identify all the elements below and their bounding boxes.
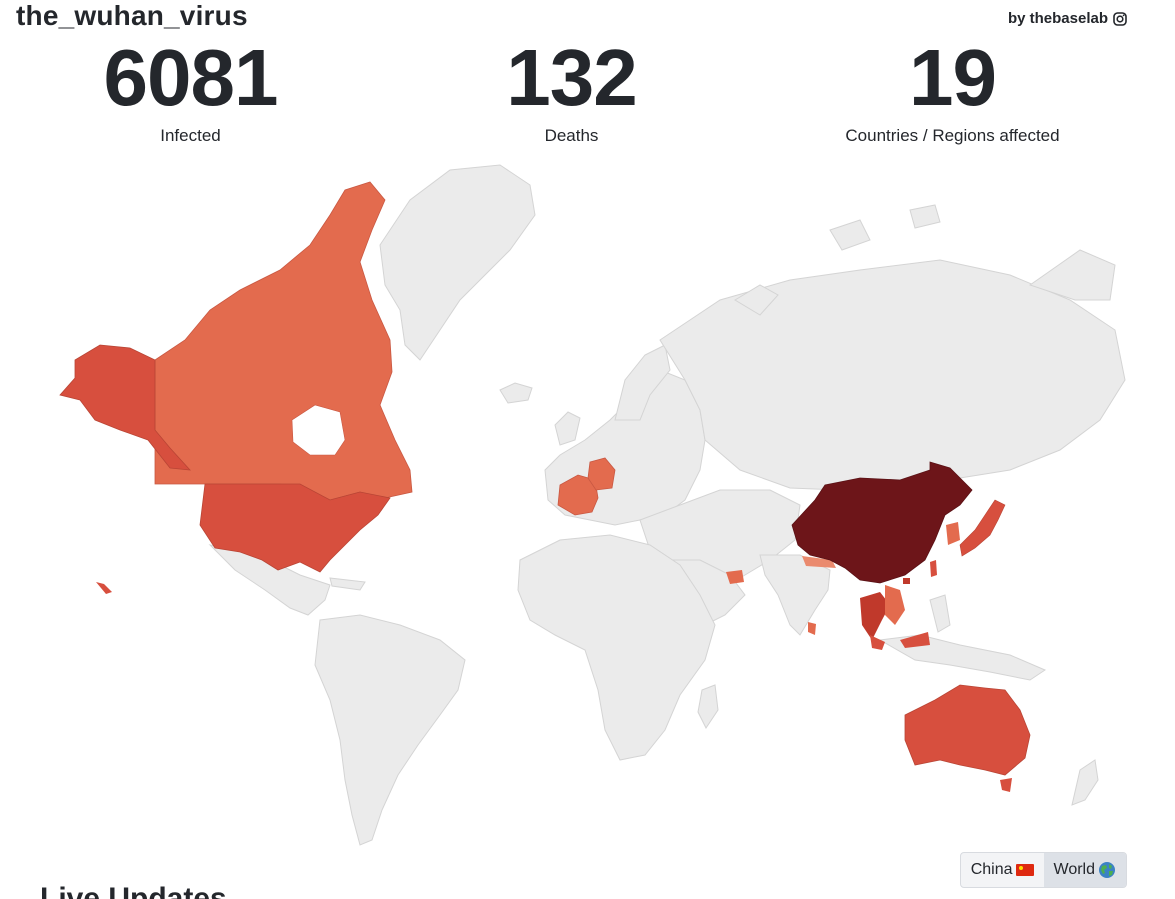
toggle-china-label: China (970, 861, 1013, 878)
world-map[interactable] (36, 160, 1131, 850)
iceland[interactable] (499, 382, 533, 404)
region-france[interactable] (557, 474, 599, 516)
region-cambodia-vietnam[interactable] (885, 585, 905, 625)
region-taiwan[interactable] (930, 560, 937, 577)
region-nepal[interactable] (802, 556, 836, 568)
madagascar[interactable] (697, 684, 719, 729)
south-america[interactable] (314, 614, 466, 846)
globe-icon (1099, 862, 1115, 878)
toggle-world-label: World (1053, 861, 1096, 878)
region-thailand[interactable] (860, 592, 890, 640)
world-map-svg[interactable] (36, 160, 1131, 850)
region-united-states[interactable] (199, 483, 391, 573)
russia-far-east[interactable] (1028, 249, 1116, 301)
region-hong-kong-macau[interactable] (903, 578, 910, 584)
toggle-world-button[interactable]: World (1043, 853, 1126, 887)
greenland[interactable] (379, 164, 536, 361)
stat-deaths: 132 Deaths (381, 38, 762, 146)
india[interactable] (759, 554, 831, 636)
new-zealand[interactable] (1071, 759, 1099, 806)
africa[interactable] (517, 534, 716, 761)
stat-infected: 6081 Infected (0, 38, 381, 146)
russia-northern-asia[interactable] (659, 259, 1126, 491)
byline-link[interactable]: by thebaselab (1008, 10, 1127, 27)
region-japan[interactable] (959, 499, 1006, 557)
region-china[interactable] (791, 461, 973, 584)
region-australia[interactable] (904, 684, 1031, 776)
region-sri-lanka[interactable] (808, 622, 816, 635)
region-germany[interactable] (587, 457, 616, 491)
china-flag-icon (1015, 864, 1034, 876)
uk-ireland[interactable] (554, 411, 581, 446)
philippines[interactable] (929, 594, 951, 633)
toggle-china-button[interactable]: China (961, 853, 1044, 887)
site-title[interactable]: the_wuhan_virus (16, 0, 248, 31)
region-uae[interactable] (726, 570, 744, 584)
countries-count: 19 (909, 33, 997, 122)
stat-countries: 19 Countries / Regions affected (762, 38, 1143, 146)
region-hawaii[interactable] (96, 582, 112, 594)
hudson-bay (291, 404, 346, 456)
deaths-label: Deaths (544, 126, 599, 145)
infected-label: Infected (160, 126, 221, 145)
deaths-count: 132 (506, 33, 637, 122)
scandinavia[interactable] (614, 344, 671, 421)
stats-row: 6081 Infected 132 Deaths 19 Countries / … (0, 38, 1143, 146)
region-canada[interactable] (154, 181, 413, 501)
region-tasmania[interactable] (1000, 778, 1012, 792)
infected-count: 6081 (103, 33, 279, 122)
arctic-islands[interactable] (734, 204, 941, 316)
byline-text: by thebaselab (1007, 10, 1108, 27)
map-view-toggle[interactable]: China World (959, 852, 1127, 888)
section-heading-peek: Live Updates (40, 884, 227, 899)
instagram-icon (1113, 11, 1127, 26)
region-alaska[interactable] (59, 344, 191, 471)
region-malaysia[interactable] (870, 632, 930, 650)
region-south-korea[interactable] (946, 522, 960, 545)
countries-label: Countries / Regions affected (845, 126, 1060, 145)
caribbean[interactable] (329, 577, 366, 591)
southeast-asia-islands[interactable] (878, 634, 1047, 681)
